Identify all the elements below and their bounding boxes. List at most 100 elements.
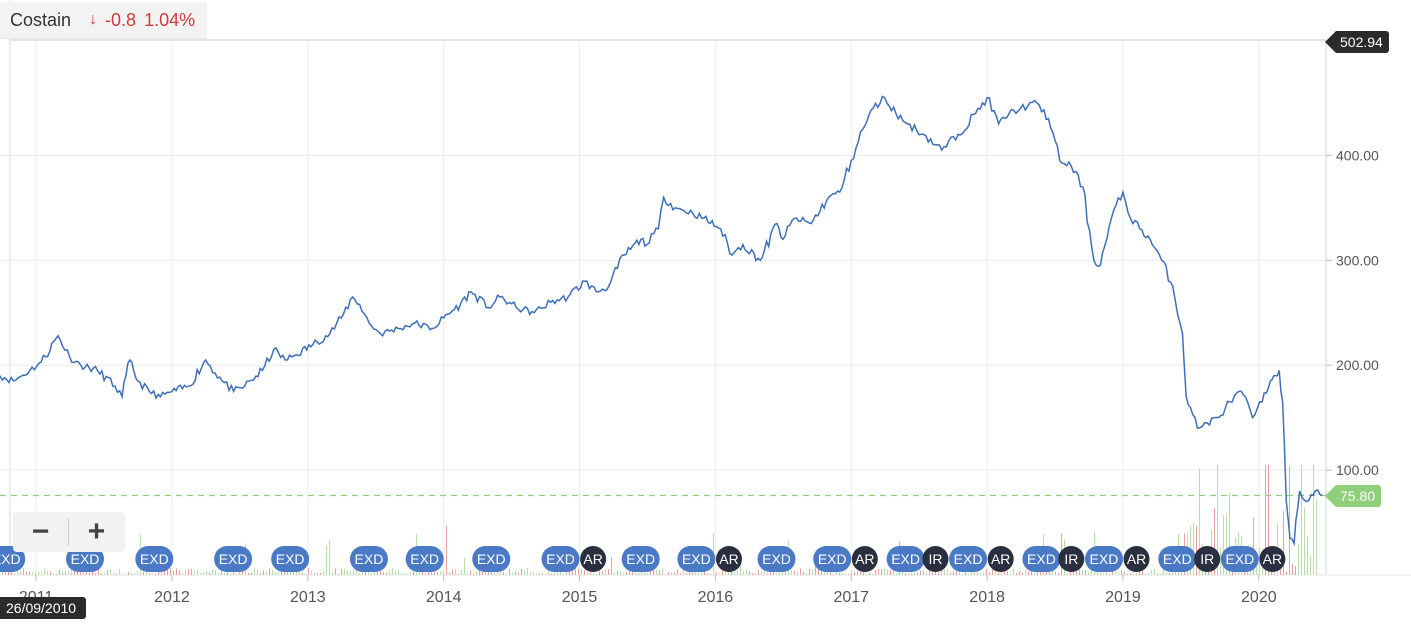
volume-bar [200,572,201,575]
volume-bar [374,572,375,575]
volume-bar [1298,544,1299,575]
event-marker-exd[interactable]: EXD [541,546,580,572]
volume-bar [104,572,105,575]
event-marker-ar[interactable]: AR [715,546,742,572]
volume-bar [341,568,342,575]
volume-bar [1196,525,1197,575]
volume-bar [905,573,906,575]
volume-bar [35,571,36,575]
event-marker-exd[interactable]: EXD [271,546,310,572]
volume-bar [890,570,891,575]
event-markers[interactable]: EXD EXD EXD EXD EXD EXD EXD EXD EXD AR EXD EXD AR EXD… [0,546,1286,572]
event-marker-ir[interactable]: IR [1194,546,1221,572]
volume-bar [560,570,561,575]
marker-label: EXD [0,551,21,567]
volume-bar [287,570,288,575]
volume-bar [593,573,594,575]
volume-bar [485,569,486,575]
volume-bar [47,571,48,575]
volume-bar [920,570,921,575]
event-marker-exd[interactable]: EXD [349,546,388,572]
event-marker-exd[interactable]: EXD [472,546,511,572]
volume-bar [836,570,837,575]
event-marker-exd[interactable]: EXD [813,546,852,572]
volume-bar [806,572,807,575]
event-marker-ar[interactable]: AR [1259,546,1286,572]
event-marker-exd[interactable]: EXD [1158,546,1197,572]
event-marker-exd[interactable]: EXD [621,546,660,572]
event-marker-ar[interactable]: AR [580,546,607,572]
volume-bar [218,572,219,575]
volume-bar [968,573,969,575]
event-marker-ar[interactable]: AR [987,546,1014,572]
volume-bar [443,570,444,575]
volume-bar [26,571,27,575]
volume-bar [1040,569,1041,575]
event-marker-exd[interactable]: EXD [757,546,796,572]
price-series-line [0,95,1323,547]
volume-bar [266,571,267,575]
event-marker-exd[interactable]: EXD [949,546,988,572]
marker-badge [580,546,607,572]
event-marker-exd[interactable]: EXD [886,546,925,572]
event-marker-exd[interactable]: EXD [1084,546,1123,572]
change-percent: 1.04% [144,9,196,30]
event-marker-ir[interactable]: IR [1058,546,1085,572]
x-tick-label: 2018 [969,589,1005,606]
y-tick-label: 400.00 [1336,147,1379,163]
volume-bar [947,569,948,575]
volume-bar [1097,570,1098,575]
volume-bar [869,572,870,575]
volume-bar [1307,535,1308,575]
volume-bar [923,571,924,575]
volume-bar [116,573,117,575]
marker-badge [715,546,742,572]
volume-bar [473,572,474,575]
event-marker-exd[interactable]: EXD [677,546,716,572]
volume-bar [227,571,228,575]
volume-bar [1154,568,1155,575]
volume-bar [881,569,882,575]
event-marker-exd[interactable]: EXD [1022,546,1061,572]
volume-bar [263,570,264,575]
volume-bar [749,571,750,575]
volume-bar [323,571,324,575]
volume-bar [884,568,885,575]
zoom-out-button[interactable]: − [31,515,50,548]
volume-bar [149,573,150,575]
volume-bar [893,568,894,575]
volume-bar [548,570,549,575]
zoom-in-button[interactable]: + [87,515,106,548]
marker-label: AR [719,551,738,567]
volume-bar [1082,570,1083,575]
volume-bar [902,569,903,575]
event-marker-exd[interactable]: EXD [66,546,105,572]
marker-label: EXD [1027,551,1056,567]
event-marker-ar[interactable]: AR [851,546,878,572]
event-marker-ar[interactable]: AR [1123,546,1150,572]
volume-bar [299,571,300,575]
event-marker-exd[interactable]: EXD [1220,546,1259,572]
event-marker-exd[interactable]: EXD [135,546,174,572]
volume-bar [518,572,519,575]
volume-bar [590,572,591,575]
marker-label: EXD [818,551,847,567]
event-marker-exd[interactable]: EXD [0,546,26,572]
volume-bar [503,572,504,575]
marker-badge [1058,546,1085,572]
volume-bar [581,568,582,575]
volume-bar [995,568,996,575]
volume-bar [395,571,396,575]
volume-bar [1136,572,1137,575]
event-marker-exd[interactable]: EXD [405,546,444,572]
event-marker-exd[interactable]: EXD [214,546,253,572]
volume-bar [521,568,522,575]
marker-badge [1259,546,1286,572]
marker-badge [1123,546,1150,572]
volume-bar [1226,514,1227,575]
event-marker-ir[interactable]: IR [922,546,949,572]
volume-bar [38,572,39,575]
volume-bar [182,573,183,575]
marker-label: EXD [1090,551,1119,567]
